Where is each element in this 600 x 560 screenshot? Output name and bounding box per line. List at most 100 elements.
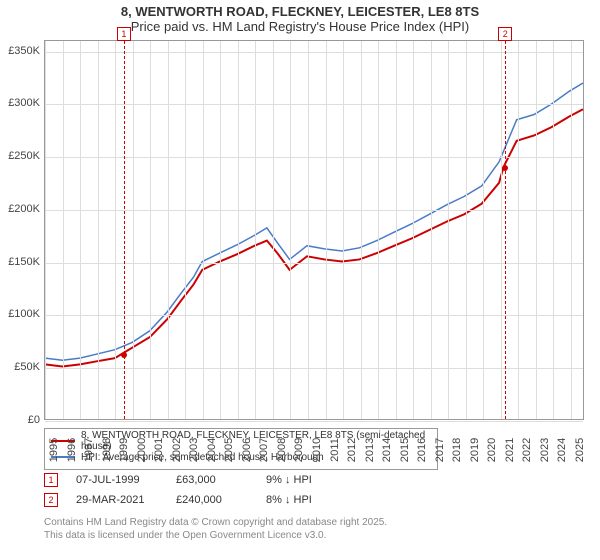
x-axis-label: 2008 xyxy=(276,438,288,462)
event-pct-vs-hpi: 9% ↓ HPI xyxy=(266,474,356,486)
grid-line-v xyxy=(45,41,46,419)
grid-line-h xyxy=(45,157,583,158)
y-axis-label: £100K xyxy=(8,308,40,320)
series-line-hpi xyxy=(45,83,583,360)
x-axis-label: 2015 xyxy=(399,438,411,462)
legend-label: 8, WENTWORTH ROAD, FLECKNEY, LEICESTER, … xyxy=(81,430,431,452)
grid-line-v xyxy=(431,41,432,419)
x-axis-label: 1996 xyxy=(66,438,78,462)
grid-line-v xyxy=(326,41,327,419)
grid-line-v xyxy=(220,41,221,419)
grid-line-h xyxy=(45,104,583,105)
x-axis-label: 2006 xyxy=(241,438,253,462)
grid-line-v xyxy=(185,41,186,419)
x-axis-label: 2016 xyxy=(416,438,428,462)
x-axis-label: 2014 xyxy=(381,438,393,462)
grid-line-v xyxy=(290,41,291,419)
grid-line-h xyxy=(45,210,583,211)
grid-line-v xyxy=(343,41,344,419)
x-axis-label: 1998 xyxy=(101,438,113,462)
x-axis-label: 1995 xyxy=(48,438,60,462)
event-price: £240,000 xyxy=(176,494,266,506)
grid-line-v xyxy=(133,41,134,419)
attribution-footnote: Contains HM Land Registry data © Crown c… xyxy=(44,516,387,542)
sale-marker-line xyxy=(124,41,125,419)
y-axis-label: £200K xyxy=(8,203,40,215)
x-axis-label: 2003 xyxy=(188,438,200,462)
x-axis-label: 2024 xyxy=(556,438,568,462)
sale-marker-line xyxy=(505,41,506,419)
grid-line-v xyxy=(255,41,256,419)
grid-line-v xyxy=(553,41,554,419)
grid-line-v xyxy=(483,41,484,419)
x-axis-label: 2001 xyxy=(153,438,165,462)
grid-line-v xyxy=(413,41,414,419)
x-axis-label: 2005 xyxy=(223,438,235,462)
x-axis-label: 2023 xyxy=(539,438,551,462)
y-axis-label: £350K xyxy=(8,45,40,57)
title-main: 8, WENTWORTH ROAD, FLECKNEY, LEICESTER, … xyxy=(0,4,600,19)
sale-marker-badge: 1 xyxy=(117,27,131,41)
grid-line-h xyxy=(45,421,583,422)
x-axis-label: 2025 xyxy=(574,438,586,462)
grid-line-v xyxy=(378,41,379,419)
x-axis-label: 2021 xyxy=(504,438,516,462)
chart-lines-svg xyxy=(45,41,583,419)
event-marker-badge: 2 xyxy=(44,493,58,507)
y-axis-label: £50K xyxy=(14,361,40,373)
grid-line-v xyxy=(168,41,169,419)
y-axis-label: £150K xyxy=(8,256,40,268)
grid-line-v xyxy=(273,41,274,419)
x-axis-label: 1999 xyxy=(118,438,130,462)
grid-line-v xyxy=(518,41,519,419)
sale-dot xyxy=(502,165,508,171)
y-axis-label: £300K xyxy=(8,97,40,109)
grid-line-v xyxy=(63,41,64,419)
grid-line-v xyxy=(238,41,239,419)
grid-line-v xyxy=(448,41,449,419)
event-date: 07-JUL-1999 xyxy=(76,474,176,486)
sale-events-table: 1 07-JUL-1999£63,0009% ↓ HPI 2 29-MAR-2021£… xyxy=(44,470,356,510)
x-axis-label: 2010 xyxy=(311,438,323,462)
x-axis-label: 2020 xyxy=(486,438,498,462)
chart-plot-area: 12 xyxy=(44,40,584,420)
grid-line-v xyxy=(203,41,204,419)
x-axis-label: 2002 xyxy=(171,438,183,462)
grid-line-h xyxy=(45,315,583,316)
y-axis-label: £250K xyxy=(8,150,40,162)
event-date: 29-MAR-2021 xyxy=(76,494,176,506)
footnote-line-1: Contains HM Land Registry data © Crown c… xyxy=(44,516,387,529)
grid-line-h xyxy=(45,52,583,53)
grid-line-v xyxy=(361,41,362,419)
grid-line-h xyxy=(45,263,583,264)
footnote-line-2: This data is licensed under the Open Gov… xyxy=(44,529,387,542)
x-axis-label: 2018 xyxy=(451,438,463,462)
x-axis-label: 2012 xyxy=(346,438,358,462)
grid-line-v xyxy=(80,41,81,419)
event-price: £63,000 xyxy=(176,474,266,486)
x-axis-label: 2007 xyxy=(258,438,270,462)
grid-line-v xyxy=(98,41,99,419)
x-axis-label: 2013 xyxy=(364,438,376,462)
grid-line-v xyxy=(466,41,467,419)
chart-container: 8, WENTWORTH ROAD, FLECKNEY, LEICESTER, … xyxy=(0,0,600,560)
x-axis-label: 2011 xyxy=(329,438,341,462)
event-row: 1 07-JUL-1999£63,0009% ↓ HPI xyxy=(44,470,356,490)
grid-line-v xyxy=(150,41,151,419)
grid-line-v xyxy=(396,41,397,419)
grid-line-v xyxy=(571,41,572,419)
sale-dot xyxy=(121,352,127,358)
grid-line-v xyxy=(536,41,537,419)
grid-line-h xyxy=(45,368,583,369)
y-axis-label: £0 xyxy=(28,414,40,426)
x-axis-label: 2022 xyxy=(521,438,533,462)
event-row: 2 29-MAR-2021£240,0008% ↓ HPI xyxy=(44,490,356,510)
event-pct-vs-hpi: 8% ↓ HPI xyxy=(266,494,356,506)
x-axis-label: 2017 xyxy=(434,438,446,462)
grid-line-v xyxy=(308,41,309,419)
x-axis-label: 2019 xyxy=(469,438,481,462)
event-marker-badge: 1 xyxy=(44,473,58,487)
series-line-property xyxy=(45,109,583,366)
x-axis-label: 1997 xyxy=(83,438,95,462)
grid-line-v xyxy=(501,41,502,419)
